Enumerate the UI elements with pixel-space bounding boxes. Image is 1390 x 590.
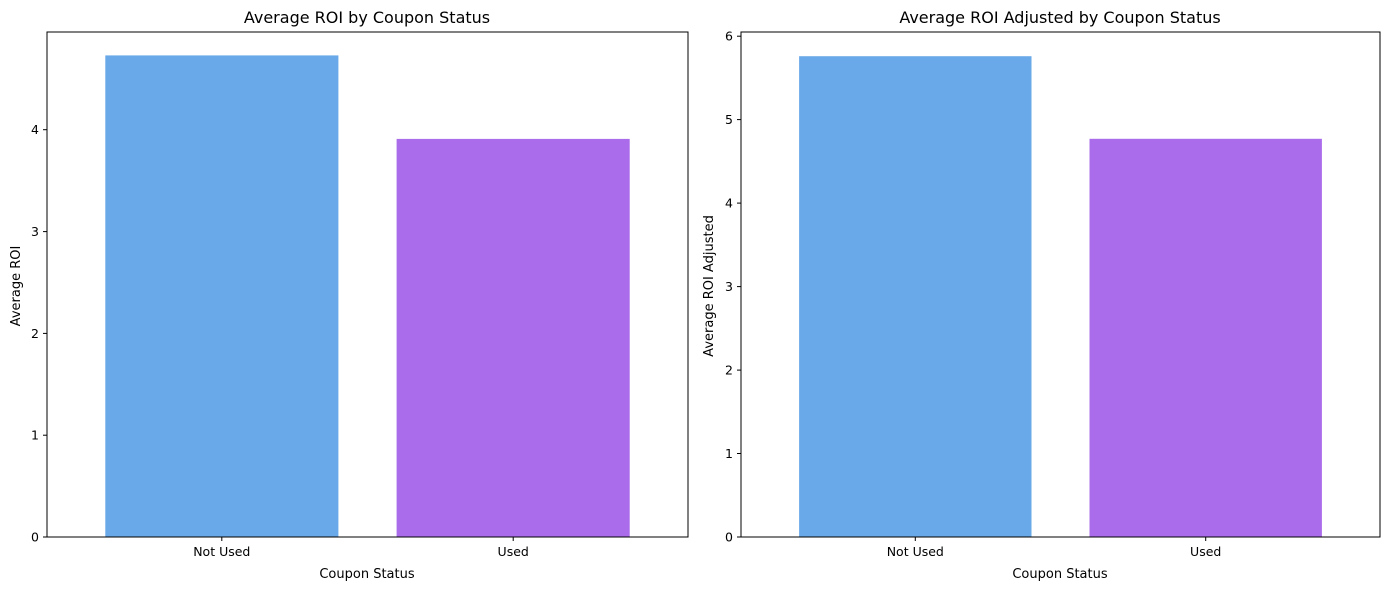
chart-title: Average ROI by Coupon Status — [244, 8, 490, 27]
y-tick-label: 3 — [725, 279, 733, 294]
bar-not-used — [105, 55, 339, 538]
bar-used — [396, 138, 630, 537]
bar-used — [1089, 138, 1322, 538]
axes-frame — [46, 31, 689, 538]
chart-roi-by-coupon-status: Average ROI by Coupon Status 0 1 2 3 4 Not Us… — [9, 8, 689, 582]
x-tick-label: Not Used — [193, 544, 250, 559]
bar-not-used — [799, 56, 1032, 537]
y-axis-label: Average ROI Adjusted — [702, 215, 717, 357]
plot-area: 0 1 2 3 4 Not Used Used — [31, 31, 689, 559]
axes-frame — [740, 31, 1381, 538]
chart-title: Average ROI Adjusted by Coupon Status — [899, 8, 1220, 27]
x-tick-label: Used — [1190, 544, 1221, 559]
y-tick-label: 4 — [31, 122, 39, 137]
y-tick-label: 1 — [31, 428, 39, 443]
y-tick-label: 2 — [31, 326, 39, 341]
y-axis-label: Average ROI — [9, 246, 24, 327]
chart-roi-adjusted-by-coupon-status: Average ROI Adjusted by Coupon Status 0 1… — [702, 8, 1381, 582]
y-tick-label: 6 — [725, 29, 733, 44]
y-tick-label: 5 — [725, 112, 733, 127]
x-axis-label: Coupon Status — [1012, 567, 1107, 582]
plot-area: 0 1 2 3 4 5 6 Not Used Used — [725, 29, 1381, 559]
y-tick-label: 1 — [725, 446, 733, 461]
y-tick-label: 4 — [725, 196, 733, 211]
y-tick-label: 2 — [725, 363, 733, 378]
x-tick-label: Used — [498, 544, 529, 559]
y-tick-label: 0 — [725, 530, 733, 545]
y-tick-label: 3 — [31, 224, 39, 239]
y-tick-label: 0 — [31, 530, 39, 545]
x-tick-label: Not Used — [887, 544, 944, 559]
x-axis-label: Coupon Status — [319, 567, 414, 582]
